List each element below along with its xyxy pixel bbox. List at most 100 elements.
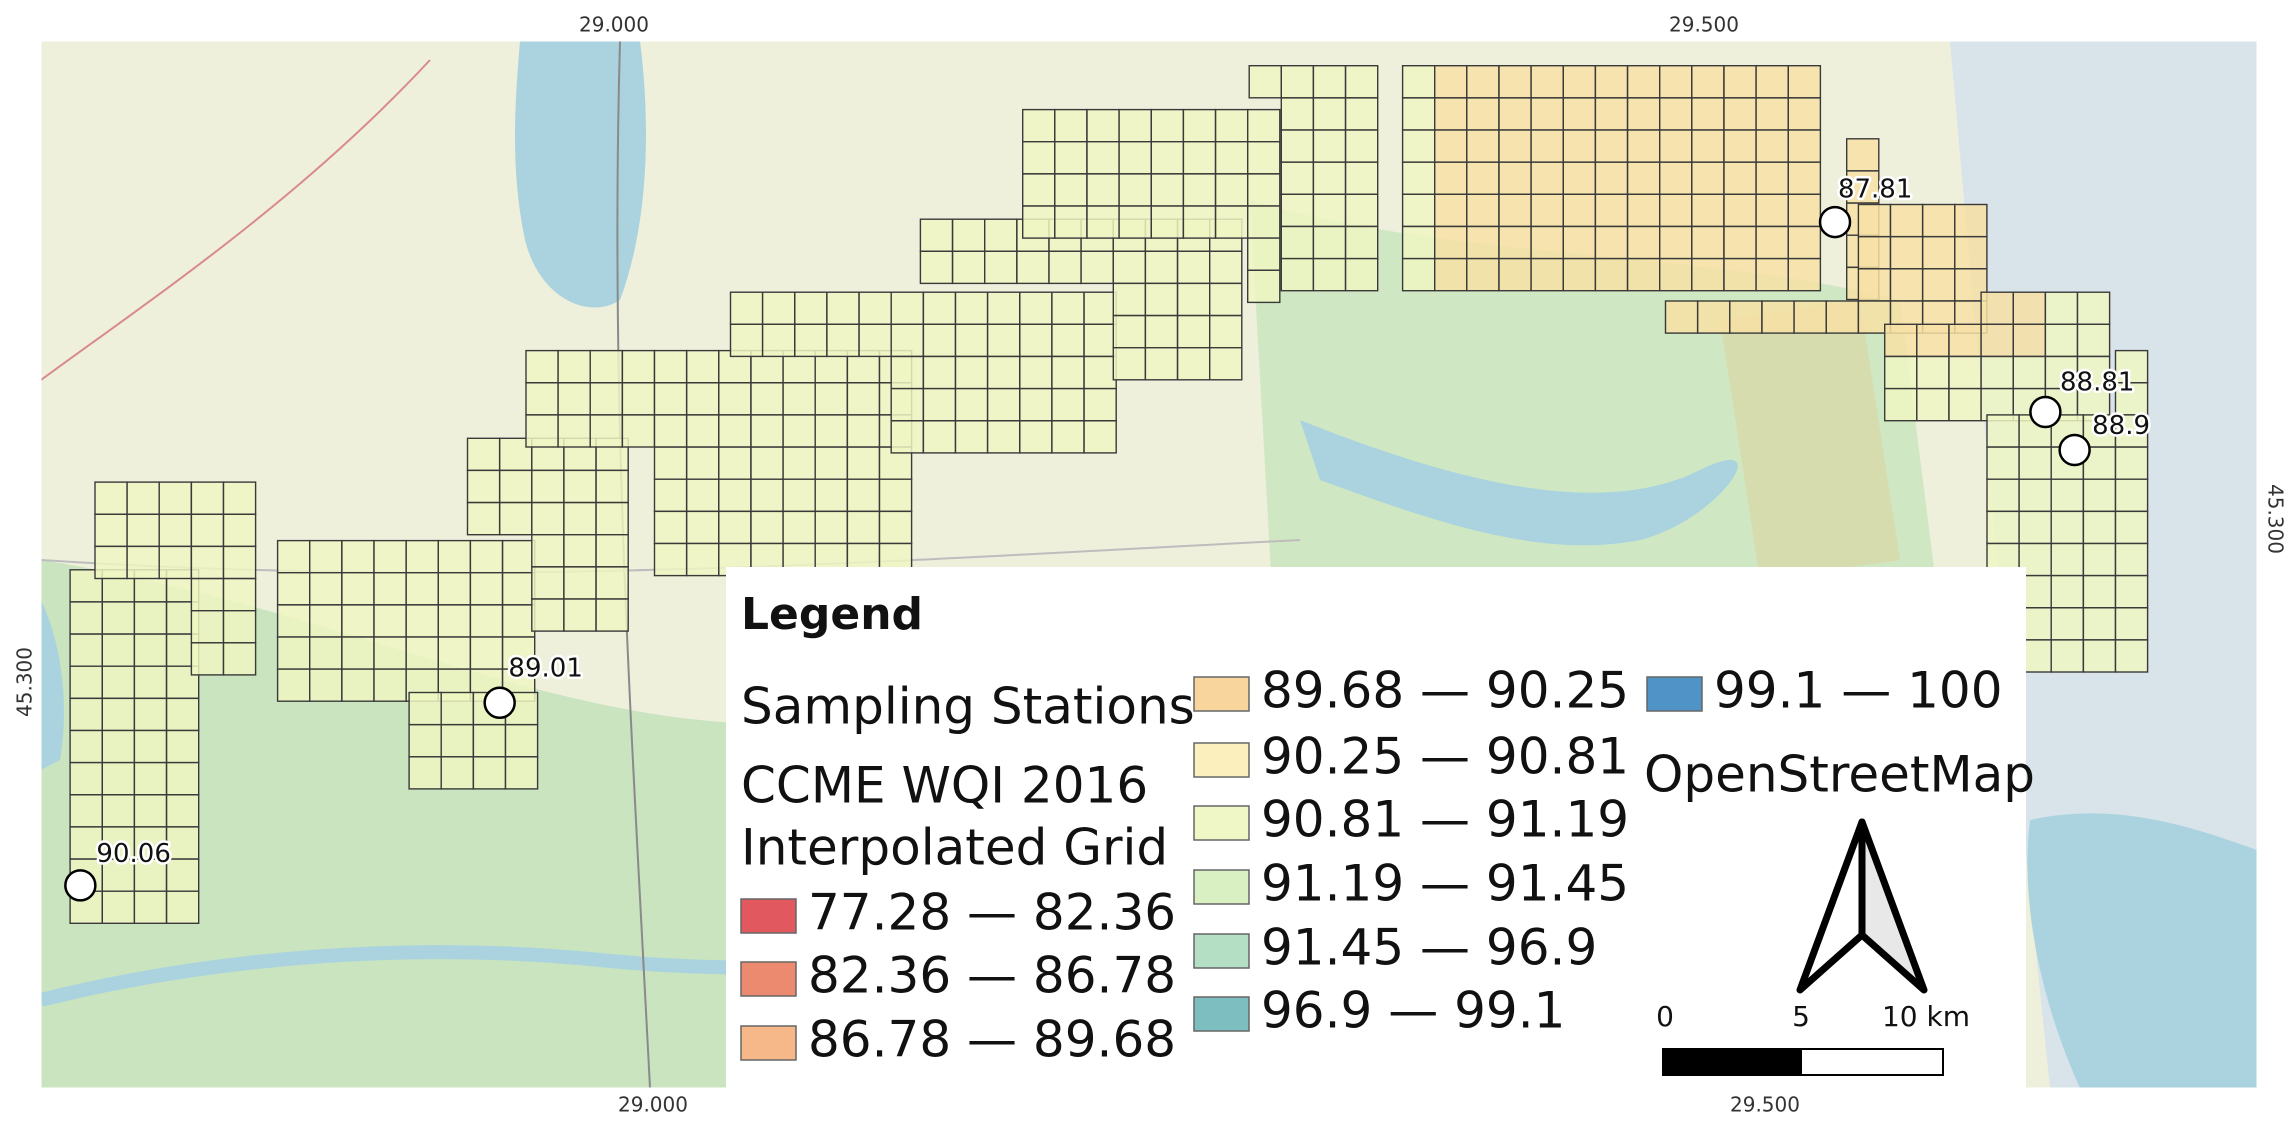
grid-cell (1498, 257, 1532, 292)
grid-cell (1280, 129, 1315, 163)
grid-cell (190, 513, 225, 548)
grid-cell (472, 724, 507, 758)
coordinate-label: 29.500 (1730, 1093, 1800, 1117)
grid-cell (1498, 97, 1532, 131)
grid-cell (878, 510, 913, 545)
grid-cell (826, 323, 860, 358)
scale-label: 5 (1792, 1000, 1810, 1033)
grid-cell (1019, 291, 1053, 326)
grid-cell (1825, 300, 1860, 334)
coordinate-label: 29.000 (579, 13, 649, 37)
grid-cell (101, 890, 136, 925)
grid-cell (1889, 235, 1924, 270)
grid-cell (1626, 225, 1661, 260)
grid-cell (1986, 414, 2020, 448)
grid-cell (1562, 257, 1597, 292)
grid-cell (1083, 323, 1117, 358)
grid-cell (1889, 203, 1924, 238)
grid-cell (373, 636, 407, 670)
legend-label: OpenStreetMap (1644, 746, 2035, 804)
grid-cell (1723, 225, 1757, 260)
grid-cell (1312, 193, 1347, 228)
grid-cell (858, 323, 892, 358)
grid-cell (101, 601, 136, 635)
grid-cell (69, 601, 103, 635)
legend-label: 82.36 — 86.78 (808, 947, 1176, 1005)
grid-cell (1562, 161, 1597, 195)
grid-cell (986, 387, 1021, 422)
grid-cell (750, 414, 784, 448)
grid-cell (1787, 161, 1822, 195)
grid-cell (1594, 129, 1629, 163)
legend-title: Legend (741, 589, 923, 640)
grid-cell (1312, 161, 1347, 195)
grid-cell (1916, 323, 1950, 358)
grid-cell (1948, 355, 1982, 390)
grid-cell (1112, 282, 1147, 317)
grid-cell (501, 539, 536, 574)
grid-cell (1118, 205, 1152, 239)
grid-cell (222, 513, 257, 548)
grid-cell (782, 414, 816, 448)
grid-cell (341, 572, 375, 606)
grid-cell (1954, 203, 1988, 238)
grid-cell (501, 604, 536, 638)
lake (1300, 420, 1738, 546)
grid-cell (309, 668, 343, 702)
grid-cell (101, 633, 136, 667)
grid-cell (1086, 108, 1120, 143)
grid-cell (595, 501, 629, 536)
grid-cell (133, 633, 168, 667)
grid-cell (2114, 510, 2149, 545)
grid-cell (1626, 257, 1661, 292)
grid-cell (954, 323, 989, 358)
legend-swatch (740, 898, 797, 934)
grid-cell (1280, 225, 1315, 260)
grid-cell (373, 668, 407, 702)
grid-cell (165, 794, 200, 828)
grid-cell (2114, 414, 2149, 448)
grid-cell (951, 250, 986, 285)
grid-cell (222, 481, 257, 515)
grid-cell (1787, 129, 1822, 163)
grid-cell (2044, 291, 2079, 326)
grid-cell (1921, 203, 1956, 238)
grid-cell (1530, 225, 1564, 260)
legend-label: 77.28 — 82.36 (808, 884, 1176, 942)
grid-cell (922, 291, 957, 326)
grid-cell (814, 510, 849, 545)
grid-cell (782, 478, 816, 513)
grid-cell (1954, 235, 1988, 270)
grid-cell (589, 349, 624, 384)
legend: Legend Sampling Stations CCME WQI 2016 I… (726, 567, 2035, 1088)
grid-cell (986, 323, 1021, 358)
grid-cell (750, 510, 784, 545)
grid-cell (309, 636, 343, 670)
grid-cell (1626, 64, 1661, 99)
grid-cell (440, 691, 475, 726)
grid-cell (1112, 314, 1147, 349)
grid-cell (469, 572, 504, 606)
station-label: 87.81 (1838, 174, 1912, 204)
grid-cell (1144, 314, 1179, 349)
grid-cell (1857, 235, 1892, 270)
grid-cell (469, 604, 504, 638)
grid-cell (1498, 129, 1532, 163)
grid-cell (1755, 193, 1789, 228)
grid-cell (165, 761, 200, 796)
grid-cell (922, 387, 957, 422)
grid-cell (1080, 250, 1114, 285)
grid-cell (890, 291, 925, 326)
grid-cell (1086, 173, 1120, 207)
coordinate-label: 29.000 (618, 1093, 688, 1117)
grid-cell (405, 604, 440, 638)
station-marker (2058, 433, 2091, 467)
grid-cell (984, 218, 1018, 252)
grid-cell (1755, 225, 1789, 260)
grid-cell (1214, 140, 1249, 175)
grid-cell (1312, 97, 1347, 131)
grid-cell (595, 469, 629, 504)
grid-cell (1723, 193, 1757, 228)
grid-cell (1054, 108, 1088, 143)
